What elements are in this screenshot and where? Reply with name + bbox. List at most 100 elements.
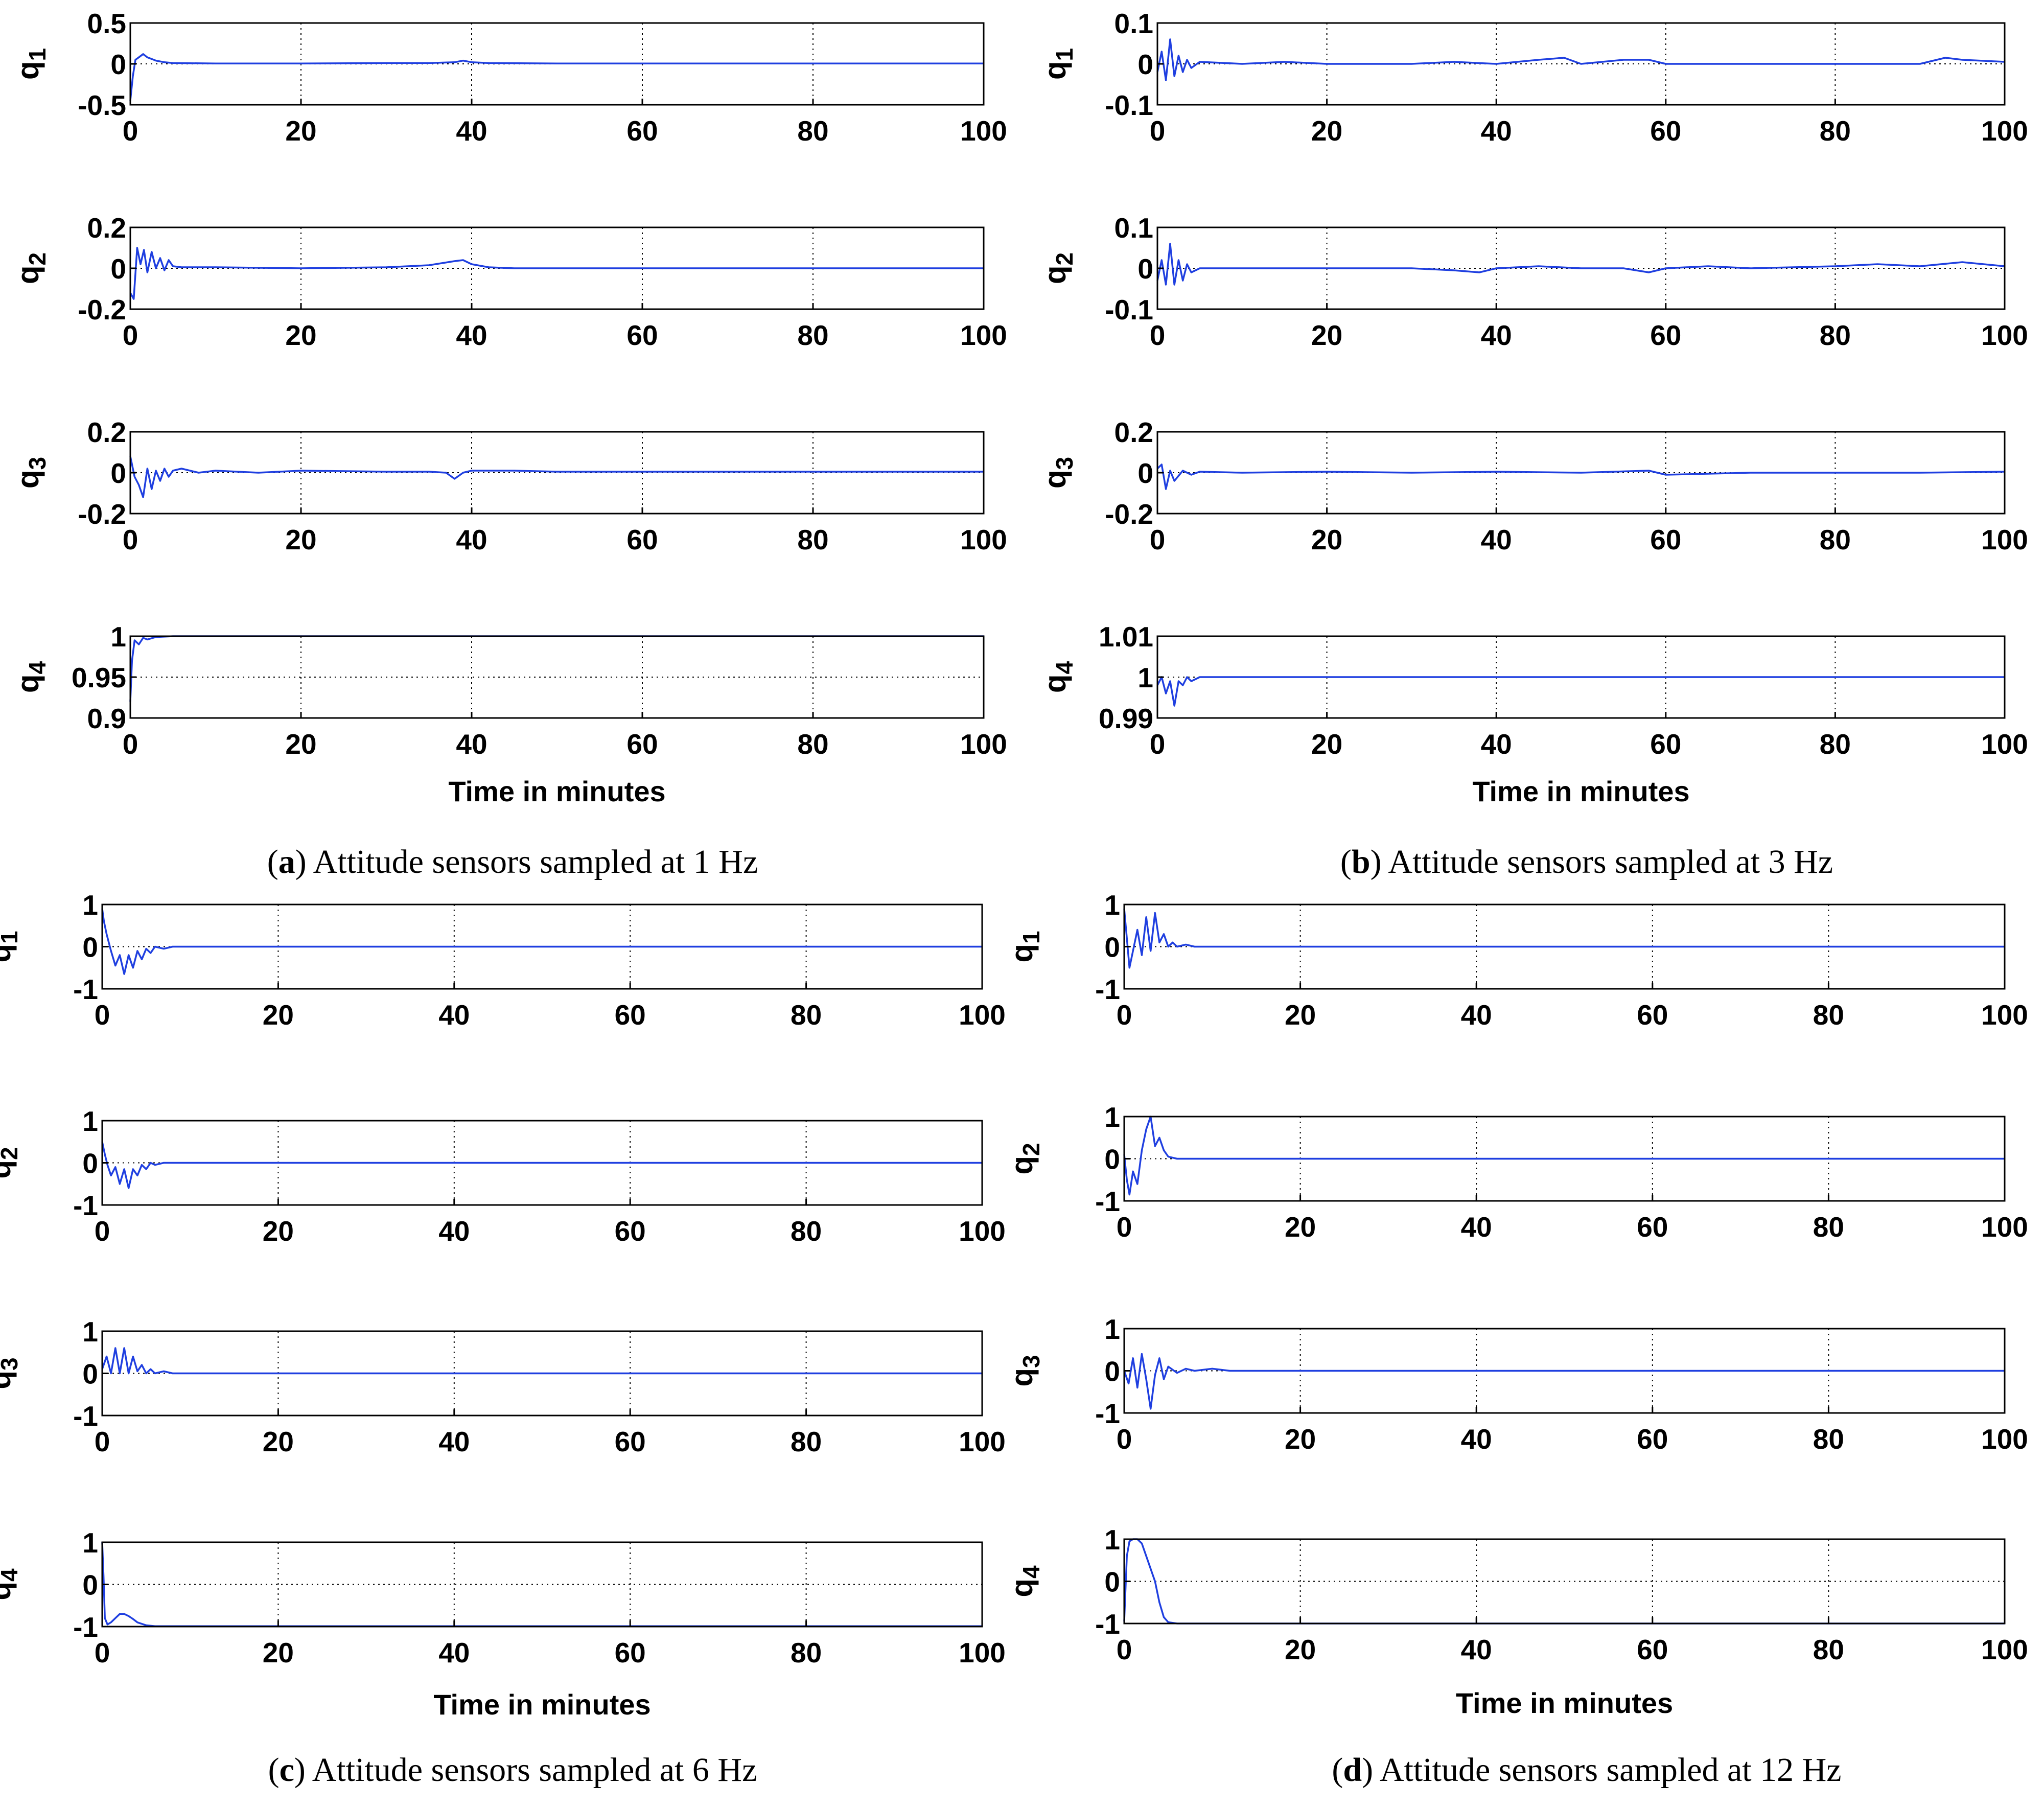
x-axis-label: Time in minutes — [1456, 1687, 1673, 1719]
x-tick-label: 80 — [797, 319, 828, 351]
y-axis-label: q4 — [1005, 1565, 1044, 1597]
x-tick-label: 20 — [285, 115, 316, 147]
x-tick-label: 20 — [263, 1215, 294, 1247]
x-tick-label: 0 — [95, 999, 110, 1031]
y-axis-label-main: q — [1005, 1368, 1039, 1387]
y-axis-label: q2 — [11, 252, 51, 284]
x-tick-label: 20 — [263, 999, 294, 1031]
x-tick-label: 20 — [263, 1426, 294, 1457]
series-line-q1 — [1123, 909, 2005, 969]
x-tick-label: 80 — [797, 728, 828, 760]
x-tick-label: 60 — [1637, 1211, 1668, 1243]
y-tick-label: 0 — [1137, 253, 1153, 285]
y-tick-label: 0 — [110, 253, 126, 285]
x-tick-label: 60 — [1650, 728, 1681, 760]
caption-paren-open: ( — [267, 843, 278, 880]
y-axis-label: q4 — [11, 661, 51, 693]
y-axis-label: q4 — [1038, 661, 1078, 693]
x-tick-label: 0 — [1150, 524, 1166, 555]
y-axis-label-sub: 1 — [0, 931, 22, 944]
x-tick-label: 60 — [626, 319, 658, 351]
y-axis-label-sub: 3 — [24, 457, 51, 470]
x-tick-label: 20 — [285, 319, 316, 351]
y-tick-label: 0 — [1104, 932, 1120, 963]
series-line-q4 — [1156, 676, 2005, 707]
x-tick-label: 80 — [1813, 1211, 1844, 1243]
y-tick-label: 1 — [82, 1105, 98, 1137]
x-tick-label: 0 — [1150, 115, 1166, 147]
y-tick-label: 0.95 — [72, 662, 126, 693]
y-axis-label-sub: 2 — [24, 252, 51, 266]
x-tick-label: 80 — [797, 115, 828, 147]
x-tick-label: 60 — [615, 999, 646, 1031]
y-axis-label-main: q — [1005, 1579, 1039, 1597]
x-tick-label: 20 — [1285, 999, 1316, 1031]
series-line-q1 — [129, 53, 984, 101]
x-tick-label: 40 — [1481, 524, 1512, 555]
x-tick-label: 20 — [1311, 115, 1342, 147]
y-axis-label-main: q — [11, 61, 45, 80]
y-axis-label-main: q — [0, 944, 17, 963]
y-axis-label: q4 — [0, 1568, 22, 1601]
y-axis-label: q3 — [1005, 1355, 1044, 1386]
x-tick-label: 0 — [123, 319, 138, 351]
x-tick-label: 100 — [960, 524, 1007, 555]
caption-letter: a — [278, 843, 295, 880]
y-axis-label-main: q — [11, 265, 45, 284]
x-tick-label: 20 — [1311, 524, 1342, 555]
x-tick-label: 20 — [263, 1637, 294, 1668]
x-tick-label: 100 — [1981, 319, 2028, 351]
x-tick-label: 60 — [1637, 999, 1668, 1031]
x-tick-label: 60 — [626, 524, 658, 555]
x-tick-label: 80 — [1813, 1423, 1844, 1455]
y-tick-label: 0.99 — [1099, 703, 1153, 734]
x-tick-label: 40 — [438, 1215, 470, 1247]
y-axis-label-main: q — [11, 470, 45, 489]
panel-caption: (a) Attitude sensors sampled at 1 Hz — [267, 843, 758, 880]
series-line-q1 — [101, 909, 982, 975]
y-tick-label: 0 — [82, 1148, 98, 1179]
caption-paren-open: ( — [268, 1751, 280, 1789]
x-tick-label: 60 — [1637, 1423, 1668, 1455]
caption-letter: b — [1352, 843, 1371, 880]
y-axis-label-main: q — [1038, 61, 1072, 80]
y-tick-label: -1 — [1095, 1398, 1120, 1429]
x-tick-label: 100 — [960, 728, 1007, 760]
x-tick-label: 40 — [456, 524, 487, 555]
panel-caption: (b) Attitude sensors sampled at 3 Hz — [1340, 843, 1833, 880]
y-tick-label: 0 — [1137, 49, 1153, 80]
series-line-q4 — [129, 635, 984, 702]
x-tick-label: 100 — [960, 319, 1007, 351]
x-tick-label: 40 — [1461, 1634, 1492, 1665]
y-axis-label-sub: 2 — [1018, 1143, 1044, 1156]
y-axis-label-sub: 2 — [1051, 252, 1078, 266]
x-tick-label: 40 — [456, 115, 487, 147]
x-tick-label: 80 — [797, 524, 828, 555]
series-line-q2 — [1123, 1116, 2005, 1196]
x-tick-label: 20 — [1285, 1423, 1316, 1455]
y-axis-label: q3 — [1038, 457, 1078, 489]
series-line-q4 — [101, 1542, 982, 1627]
x-tick-label: 0 — [95, 1637, 110, 1668]
y-tick-label: -1 — [1095, 1608, 1120, 1640]
x-tick-label: 20 — [1311, 728, 1342, 760]
x-tick-label: 100 — [959, 1637, 1006, 1668]
x-tick-label: 100 — [1981, 524, 2028, 555]
x-tick-label: 0 — [123, 728, 138, 760]
y-tick-label: 0 — [1104, 1144, 1120, 1175]
caption-letter: c — [280, 1751, 294, 1789]
x-tick-label: 0 — [123, 115, 138, 147]
series-line-q2 — [129, 247, 984, 300]
x-axis-label: Time in minutes — [433, 1688, 651, 1721]
y-axis-label-main: q — [0, 1371, 17, 1389]
y-axis-label: q1 — [1038, 48, 1078, 80]
y-tick-label: 1 — [82, 889, 98, 921]
x-tick-label: 0 — [95, 1426, 110, 1457]
